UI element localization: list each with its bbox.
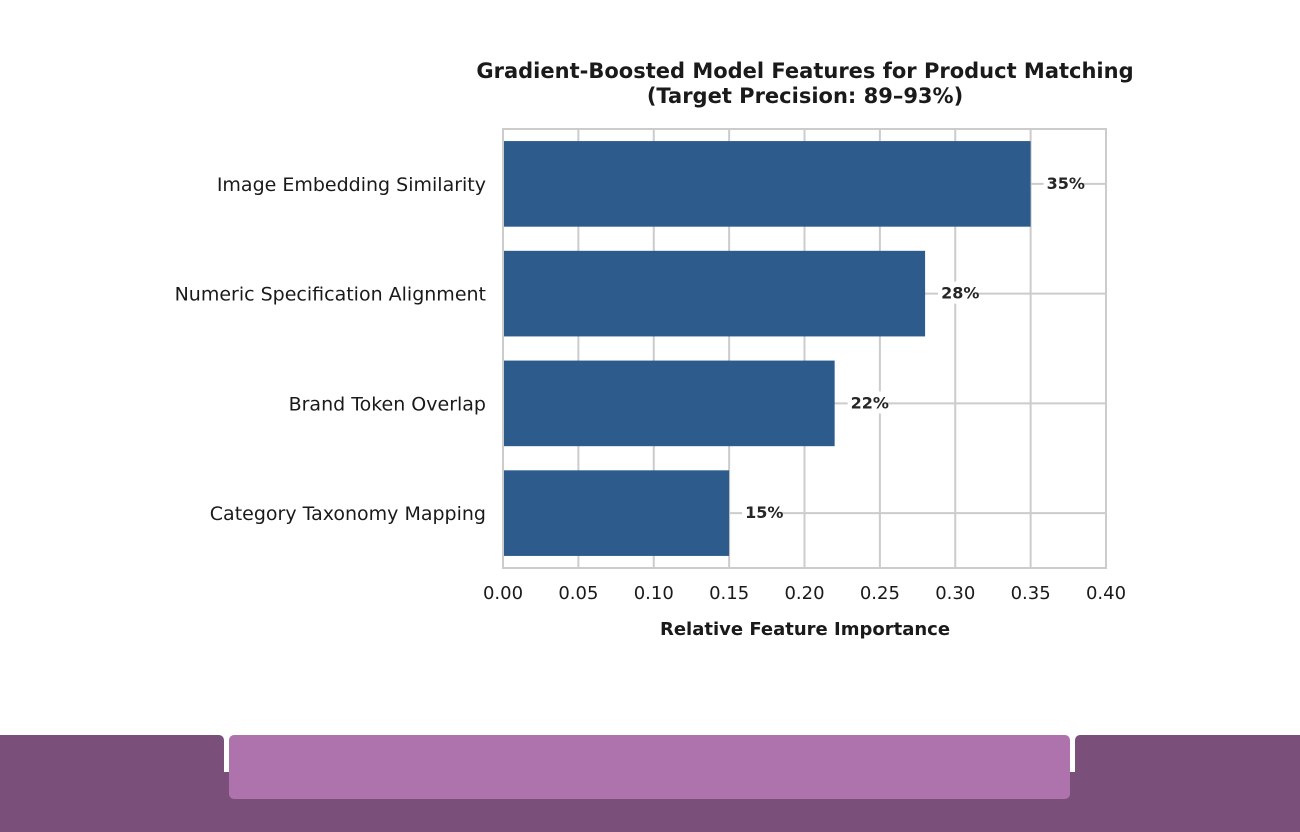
data-label-background (847, 391, 886, 414)
category-label: Image Embedding Similarity (217, 174, 486, 196)
feature-importance-chart: Gradient-Boosted Model Features for Prod… (175, 59, 1134, 640)
data-label: 35% (1047, 174, 1085, 193)
data-label-background (1043, 171, 1082, 194)
category-label: Brand Token Overlap (289, 393, 486, 415)
category-label: Numeric Specification Alignment (175, 284, 486, 306)
x-tick-label: 0.40 (1086, 583, 1126, 604)
plot-frame (502, 128, 1107, 569)
data-label-background (938, 281, 976, 304)
footer-left-panel (0, 735, 224, 832)
x-tick-label: 0.15 (709, 583, 749, 604)
x-tick-label: 0.10 (634, 583, 674, 604)
x-tick-label: 0.25 (860, 583, 900, 604)
data-label: 15% (745, 503, 783, 522)
x-tick-label: 0.30 (935, 583, 975, 604)
x-tick-label: 0.05 (558, 583, 598, 604)
bar-3 (504, 360, 835, 447)
bars (504, 141, 1031, 556)
bar-1 (504, 141, 1031, 227)
x-tick-label: 0.35 (1011, 583, 1051, 604)
footer-center-panel (229, 735, 1070, 799)
footer-right-panel (1075, 735, 1300, 832)
x-tick-label: 0.20 (784, 583, 824, 604)
data-label-background (742, 501, 780, 524)
chart-title-line-1: Gradient-Boosted Model Features for Prod… (476, 59, 1133, 83)
data-labels: 35% 28% 22% 15% (742, 171, 1085, 524)
bar-4 (504, 470, 730, 556)
category-labels: Image Embedding Similarity Numeric Specif… (175, 174, 486, 525)
chart-title-line-2: (Target Precision: 89–93%) (647, 84, 963, 108)
category-label: Category Taxonomy Mapping (210, 503, 486, 525)
x-tick-labels: 0.00 0.05 0.10 0.15 0.20 0.25 0.30 0.35 0.40 (483, 583, 1126, 604)
data-label: 28% (941, 284, 979, 303)
bar-2 (504, 250, 926, 337)
x-tick-label: 0.00 (483, 583, 523, 604)
x-axis-title: Relative Feature Importance (660, 619, 950, 640)
data-label: 22% (851, 393, 889, 412)
